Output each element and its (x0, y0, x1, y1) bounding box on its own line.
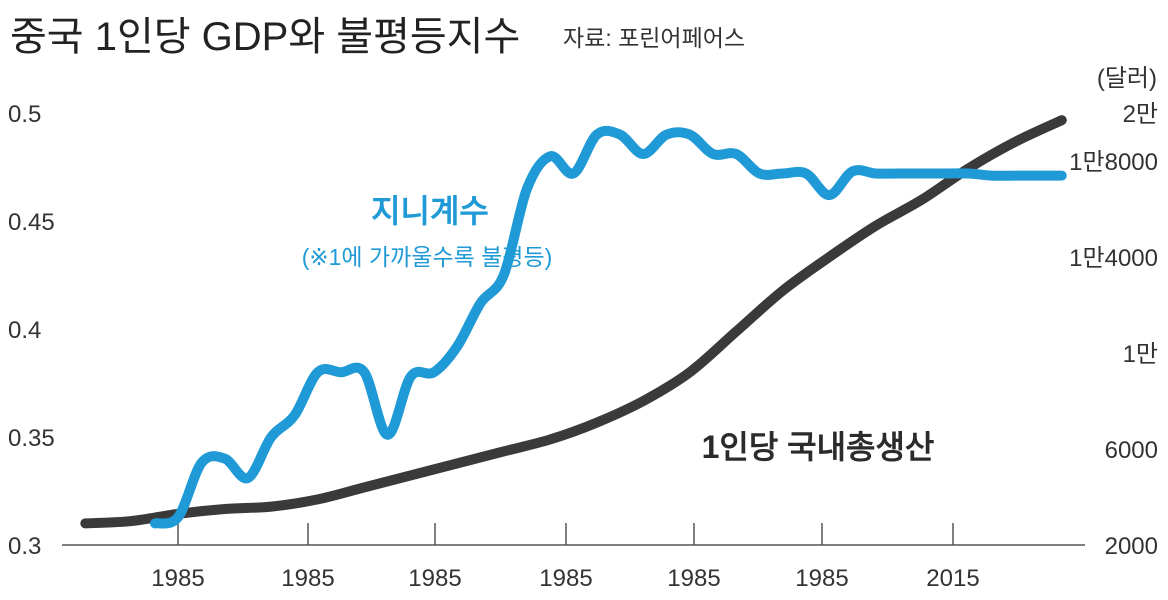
y-left-tick-label: 0.3 (8, 533, 41, 560)
y-right-tick-label: 2000 (1105, 533, 1158, 560)
x-tick-label: 1985 (408, 565, 461, 592)
chart-title: 중국 1인당 GDP와 불평등지수 (10, 15, 520, 59)
x-tick-label: 1985 (151, 565, 204, 592)
x-tick-label: 1985 (281, 565, 334, 592)
y-right-tick-label: 1만4000 (1069, 245, 1158, 272)
right-axis-unit: (달러) (1097, 65, 1157, 92)
gdp-series-line (80, 115, 1067, 529)
axes: 1985 1985 1985 1985 1985 1985 2015 0.3 0.35 0.4 0.… (8, 101, 1158, 592)
x-tick-label: 1985 (539, 565, 592, 592)
y-left-tick-label: 0.5 (8, 101, 41, 128)
gini-series-note: (※1에 가까울수록 불평등) (302, 244, 553, 270)
gini-series-line (150, 125, 1067, 529)
y-left-tick-label: 0.35 (8, 425, 55, 452)
chart-source: 자료: 포린어페어스 (563, 25, 745, 51)
y-right-tick-label: 2만 (1123, 101, 1158, 128)
y-right-tick-label: 6000 (1105, 437, 1158, 464)
y-left-tick-label: 0.45 (8, 209, 55, 236)
gini-series-label: 지니계수 (371, 193, 489, 229)
x-tick-label: 1985 (795, 565, 848, 592)
y-right-tick-label: 1만8000 (1069, 149, 1158, 176)
series-lines (80, 115, 1067, 529)
gdp-series-label: 1인당 국내총생산 (702, 429, 935, 465)
x-tick-label: 1985 (667, 565, 720, 592)
x-tick-label: 2015 (926, 565, 979, 592)
y-left-tick-label: 0.4 (8, 317, 41, 344)
y-right-tick-label: 1만 (1123, 341, 1158, 368)
